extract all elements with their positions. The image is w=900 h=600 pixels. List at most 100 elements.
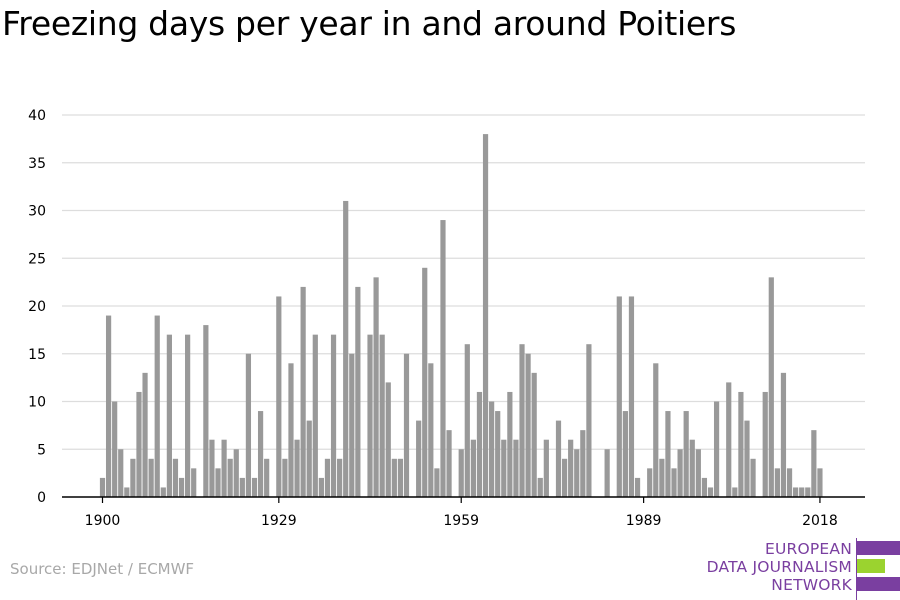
bar-1917	[203, 325, 209, 497]
bar-1955	[434, 468, 440, 497]
bar-1918	[209, 439, 215, 497]
bar-2016	[805, 487, 811, 497]
bar-1931	[288, 363, 294, 497]
bar-1905	[130, 458, 136, 497]
bar-1985	[616, 296, 622, 497]
bar-1966	[501, 439, 507, 497]
bar-1925	[251, 477, 258, 497]
bar-1937	[324, 458, 331, 497]
y-tick-label: 30	[28, 204, 46, 220]
bar-1990	[647, 468, 653, 497]
bar-1994	[671, 468, 677, 497]
y-tick-label: 10	[28, 395, 46, 411]
bar-1995	[677, 449, 683, 497]
bar-1991	[653, 363, 659, 497]
bar-1946	[379, 334, 385, 497]
logo-divider	[856, 538, 857, 600]
x-tick-label: 1959	[443, 513, 479, 529]
x-axis-ticks: 1900 1929 1959 1989 2018	[85, 497, 838, 529]
bar-1904	[124, 487, 130, 497]
bar-1988	[634, 477, 641, 497]
bar-1919	[215, 468, 221, 497]
bar-1900	[99, 477, 106, 497]
source-note: Source: EDJNet / ECMWF	[10, 560, 195, 578]
bar-1902	[112, 401, 118, 497]
edjnet-logo: EUROPEAN DATA JOURNALISM NETWORK	[700, 538, 900, 600]
bar-2017	[811, 430, 817, 497]
bar-1957	[446, 430, 452, 497]
bar-1980	[586, 344, 592, 497]
bar-1949	[397, 458, 404, 497]
bar-2001	[713, 401, 720, 497]
bar-1952	[416, 420, 422, 497]
bar-1999	[701, 477, 708, 497]
bar-1926	[257, 411, 264, 497]
bar-1935	[312, 334, 318, 497]
bar-1964	[489, 401, 495, 497]
bar-1947	[385, 382, 391, 497]
bar-1972	[537, 477, 543, 497]
bar-1910	[160, 487, 166, 497]
bar-1976	[561, 458, 568, 497]
bar-1922	[233, 449, 239, 497]
bar-1912	[172, 458, 179, 497]
logo-bar-middle	[857, 559, 885, 573]
bar-1971	[531, 372, 537, 497]
bar-1930	[282, 458, 288, 497]
x-tick-label: 2018	[802, 513, 838, 529]
bar-1975	[555, 420, 562, 497]
bar-2014	[793, 487, 799, 497]
bar-1933	[300, 286, 306, 497]
bar-1923	[239, 477, 245, 497]
bar-2010	[768, 277, 774, 497]
bar-1960	[464, 344, 470, 497]
bar-1969	[519, 344, 525, 497]
bar-1961	[470, 439, 476, 497]
bar-1968	[513, 439, 519, 497]
bar-2004	[732, 487, 738, 497]
bar-1950	[403, 353, 410, 497]
bar-2011	[774, 468, 780, 497]
bar-2005	[738, 391, 744, 497]
bar-1906	[136, 391, 142, 497]
bar-2013	[786, 468, 793, 497]
y-tick-label: 25	[28, 251, 46, 267]
bars	[99, 134, 823, 498]
bar-1987	[628, 296, 635, 497]
bar-1942	[355, 286, 361, 497]
bar-1959	[458, 449, 464, 497]
bar-2000	[707, 487, 714, 497]
y-tick-label: 40	[28, 108, 46, 124]
bar-1945	[373, 277, 379, 497]
bar-1997	[689, 439, 695, 497]
bar-2012	[780, 372, 787, 497]
logo-line-2: DATA JOURNALISM	[706, 558, 852, 576]
bar-2009	[762, 391, 768, 497]
y-axis-tick-labels: 0 5 10 15 20 25 30 35 40	[28, 108, 46, 506]
bar-2015	[799, 487, 805, 497]
bar-1939	[337, 458, 343, 497]
bar-1967	[507, 391, 513, 497]
bar-1962	[476, 391, 483, 497]
bar-1903	[118, 449, 124, 497]
bar-1944	[367, 334, 373, 497]
bar-1921	[227, 458, 233, 497]
bar-1970	[525, 353, 531, 497]
bar-1978	[574, 449, 580, 497]
bar-1977	[568, 439, 574, 497]
bar-1948	[391, 458, 397, 497]
bar-1956	[440, 220, 446, 498]
bar-1996	[683, 411, 689, 497]
bar-1909	[154, 315, 160, 497]
bar-2007	[750, 458, 756, 497]
bar-1936	[318, 477, 324, 497]
bar-1934	[306, 420, 312, 497]
bar-2018	[817, 468, 823, 497]
x-tick-label: 1929	[261, 513, 297, 529]
bar-1913	[178, 477, 185, 497]
y-tick-label: 0	[37, 490, 46, 506]
bar-1920	[221, 439, 227, 497]
bar-1938	[330, 334, 337, 497]
y-tick-label: 15	[28, 347, 46, 363]
bar-1983	[604, 449, 610, 497]
